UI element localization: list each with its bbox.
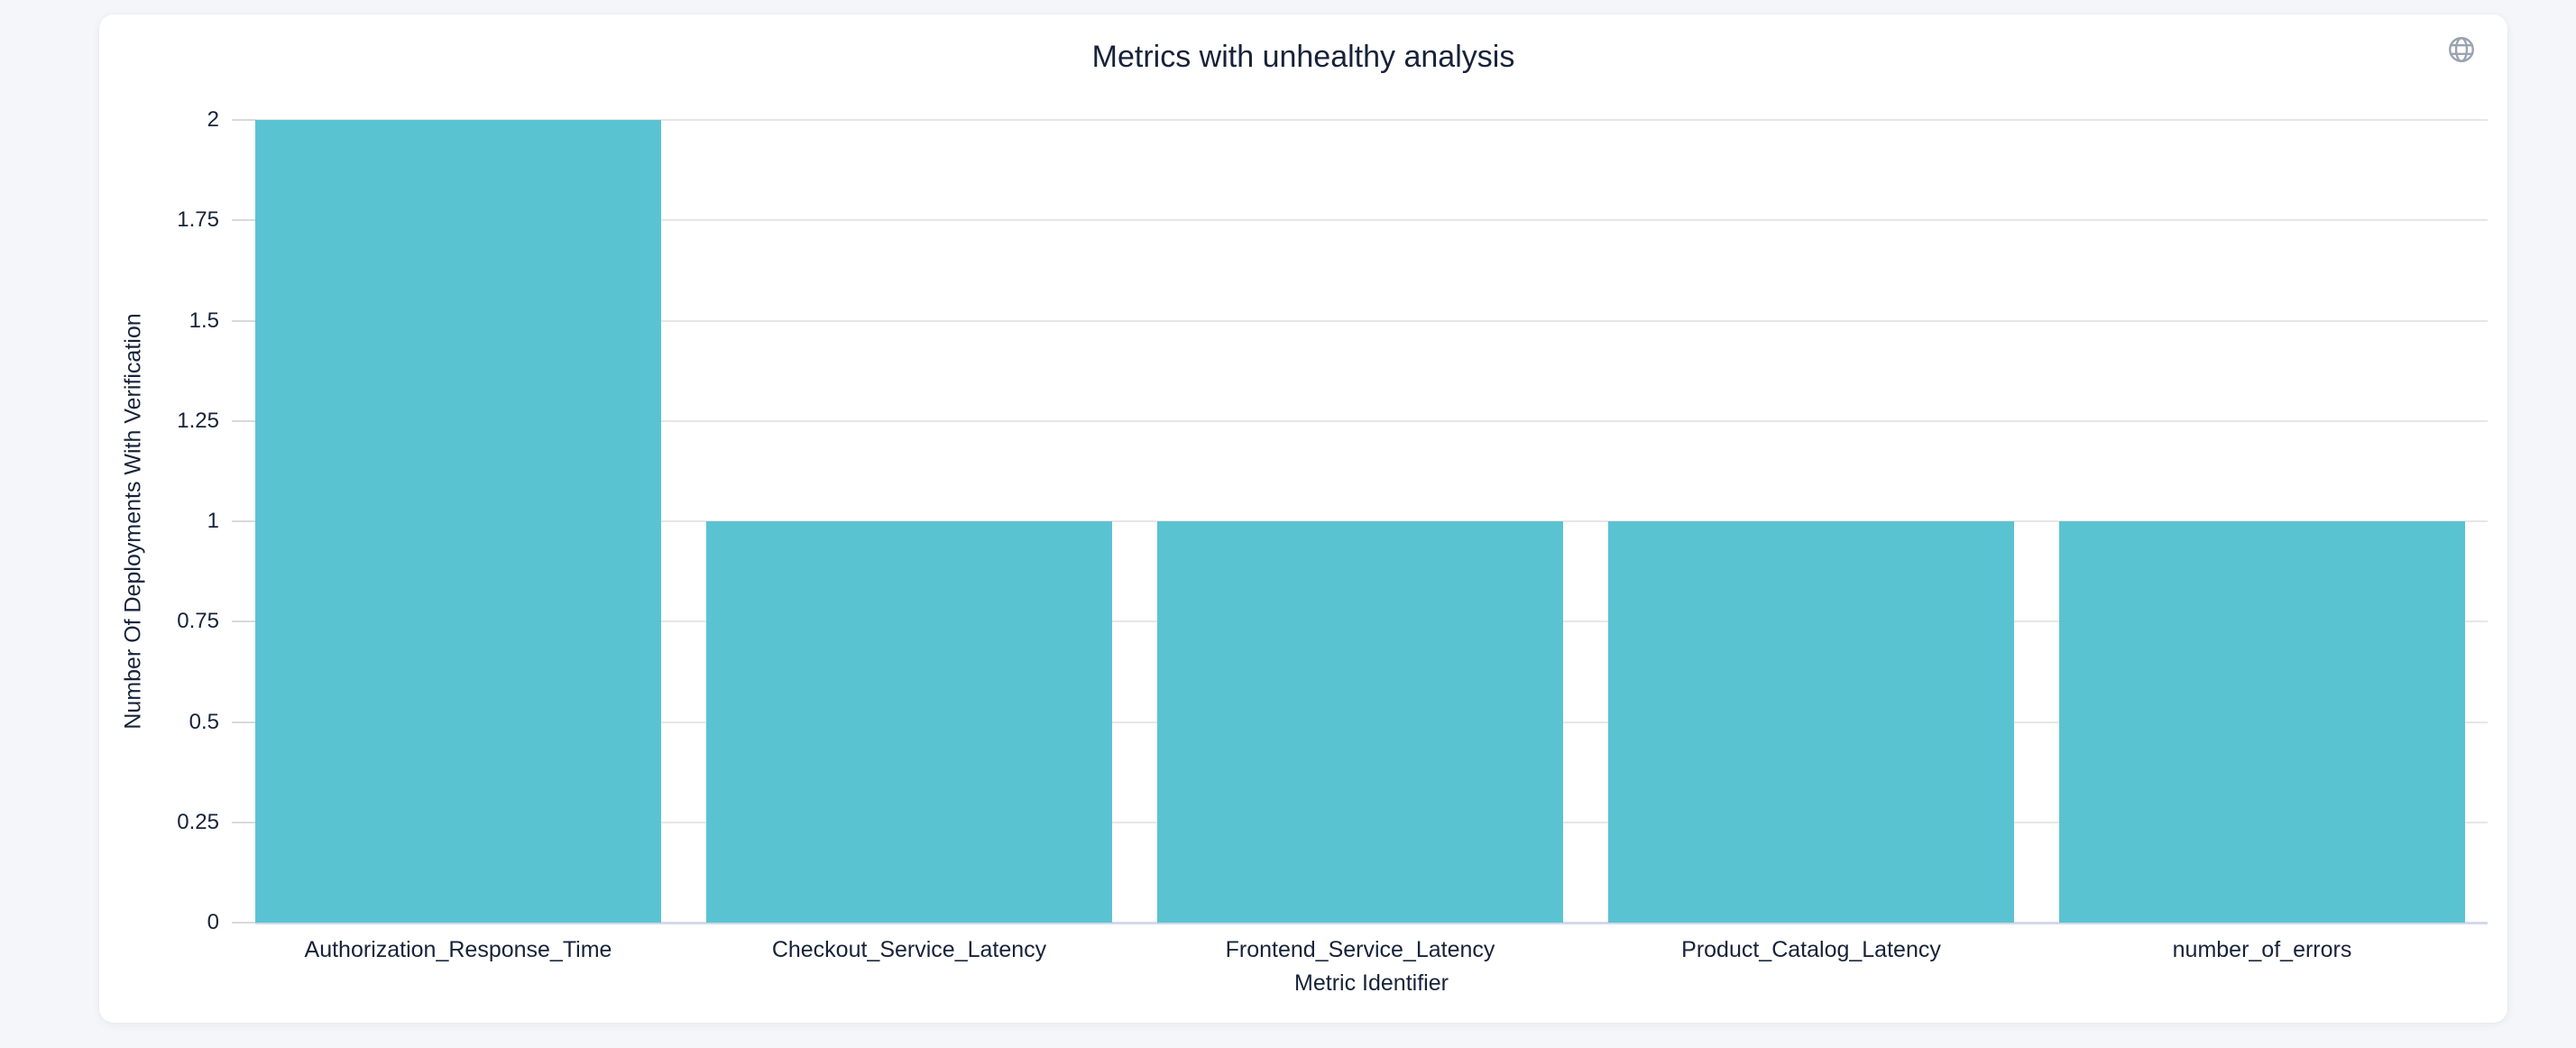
globe-button[interactable]	[2446, 34, 2477, 65]
x-tick-label: Checkout_Service_Latency	[771, 937, 1047, 962]
gridline	[255, 319, 2488, 322]
gridline	[255, 419, 2488, 422]
bar[interactable]	[2059, 521, 2465, 923]
chart-card: Metrics with unhealthy analysis Number O…	[99, 14, 2507, 1023]
y-tick-label: 1.5	[189, 308, 219, 333]
globe-icon	[2446, 34, 2477, 65]
y-tick-mark	[232, 821, 255, 823]
gridline	[255, 219, 2488, 222]
bar[interactable]	[255, 120, 661, 923]
y-tick-mark	[232, 419, 255, 422]
y-tick-label: 0.25	[177, 809, 219, 834]
y-tick-label: 2	[207, 107, 219, 132]
y-tick-mark	[232, 922, 255, 924]
y-tick-mark	[232, 119, 255, 121]
gridline	[255, 119, 2488, 121]
y-tick-label: 0	[207, 910, 219, 934]
y-axis: 0 0.25 0.5 0.75 1 1.25 1.5 1.75 2	[99, 107, 255, 934]
bar[interactable]	[1157, 521, 1563, 923]
plot-area	[255, 119, 2488, 924]
y-tick-mark	[232, 621, 255, 623]
bar[interactable]	[1608, 521, 2014, 923]
y-tick-label: 1.25	[177, 408, 219, 433]
x-axis-title: Metric Identifier	[1294, 970, 1449, 996]
bar[interactable]	[706, 521, 1112, 923]
y-tick-mark	[232, 520, 255, 522]
y-tick-label: 1.75	[177, 207, 219, 233]
x-tick-label: number_of_errors	[2172, 937, 2352, 962]
x-axis-tick-labels: Authorization_Response_Time Checkout_Serv…	[255, 935, 2488, 964]
chart-title: Metrics with unhealthy analysis	[1091, 40, 1515, 74]
x-tick-label: Product_Catalog_Latency	[1681, 937, 1941, 962]
y-tick-label: 0.5	[189, 709, 219, 734]
x-axis-line	[255, 922, 2488, 924]
x-tick-label: Frontend_Service_Latency	[1225, 937, 1495, 962]
y-tick-mark	[232, 219, 255, 222]
y-tick-label: 0.75	[177, 609, 219, 634]
y-tick-label: 1	[207, 509, 219, 533]
y-tick-mark	[232, 721, 255, 723]
y-tick-mark	[232, 319, 255, 322]
x-tick-label: Authorization_Response_Time	[304, 937, 612, 962]
